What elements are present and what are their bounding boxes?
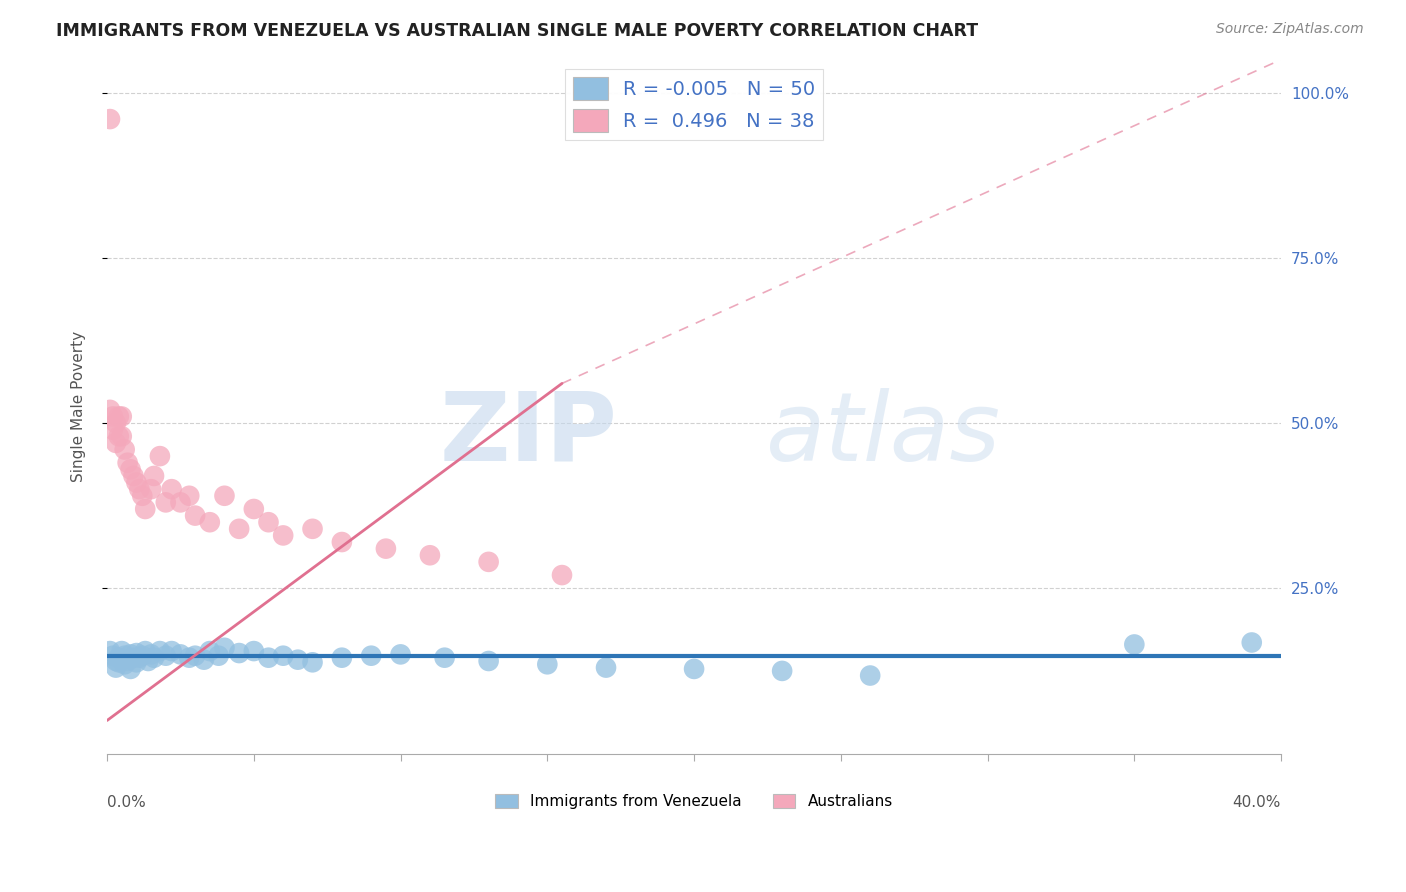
Point xyxy=(301,656,323,670)
Point xyxy=(389,648,412,662)
Point xyxy=(117,456,139,470)
Point xyxy=(104,436,127,450)
Point xyxy=(125,646,148,660)
Text: ZIP: ZIP xyxy=(440,388,617,481)
Point xyxy=(198,644,221,658)
Text: Source: ZipAtlas.com: Source: ZipAtlas.com xyxy=(1216,22,1364,37)
Point xyxy=(193,653,215,667)
Point xyxy=(169,648,191,662)
Point xyxy=(125,656,148,670)
Point xyxy=(111,644,134,658)
Point xyxy=(374,541,396,556)
Point xyxy=(257,515,280,529)
Point xyxy=(228,522,250,536)
Point xyxy=(1123,638,1146,652)
Point xyxy=(179,650,201,665)
Point xyxy=(114,442,136,457)
Point xyxy=(160,644,183,658)
Point xyxy=(271,528,294,542)
Point xyxy=(478,555,501,569)
Point xyxy=(257,650,280,665)
Point xyxy=(131,648,153,663)
Point xyxy=(128,482,150,496)
Point xyxy=(330,535,353,549)
Text: 40.0%: 40.0% xyxy=(1233,795,1281,810)
Point xyxy=(243,644,266,658)
Point xyxy=(419,548,441,562)
Text: 0.0%: 0.0% xyxy=(107,795,146,810)
Point xyxy=(1240,635,1263,649)
Point xyxy=(214,489,236,503)
Point xyxy=(104,416,127,430)
Point xyxy=(184,508,207,523)
Point xyxy=(139,482,162,496)
Point xyxy=(360,648,382,663)
Point xyxy=(143,650,166,665)
Point xyxy=(122,650,145,665)
Point xyxy=(108,429,131,443)
Point xyxy=(271,648,294,663)
Point xyxy=(111,653,134,667)
Legend: Immigrants from Venezuela, Australians: Immigrants from Venezuela, Australians xyxy=(489,788,898,815)
Y-axis label: Single Male Poverty: Single Male Poverty xyxy=(72,331,86,482)
Point xyxy=(155,648,177,663)
Point xyxy=(117,654,139,668)
Point xyxy=(98,644,121,658)
Point xyxy=(114,657,136,672)
Point xyxy=(108,650,131,665)
Point xyxy=(120,648,142,662)
Point xyxy=(108,409,131,424)
Point xyxy=(243,502,266,516)
Point xyxy=(136,654,159,668)
Point xyxy=(184,648,207,663)
Point xyxy=(114,648,136,663)
Point xyxy=(169,495,191,509)
Point xyxy=(301,522,323,536)
Point xyxy=(120,462,142,476)
Point xyxy=(214,640,236,655)
Point xyxy=(131,489,153,503)
Point xyxy=(198,515,221,529)
Point xyxy=(122,469,145,483)
Point xyxy=(770,664,793,678)
Point xyxy=(149,644,172,658)
Point xyxy=(101,423,124,437)
Point xyxy=(104,660,127,674)
Point xyxy=(478,654,501,668)
Point xyxy=(179,489,201,503)
Point xyxy=(120,662,142,676)
Point xyxy=(207,648,229,663)
Point xyxy=(330,650,353,665)
Point xyxy=(433,650,456,665)
Text: IMMIGRANTS FROM VENEZUELA VS AUSTRALIAN SINGLE MALE POVERTY CORRELATION CHART: IMMIGRANTS FROM VENEZUELA VS AUSTRALIAN … xyxy=(56,22,979,40)
Point xyxy=(98,112,121,126)
Point xyxy=(108,656,131,670)
Point xyxy=(595,660,617,674)
Point xyxy=(155,495,177,509)
Point xyxy=(111,409,134,424)
Text: atlas: atlas xyxy=(765,388,1000,481)
Point xyxy=(125,475,148,490)
Point xyxy=(101,648,124,663)
Point xyxy=(134,644,156,658)
Point xyxy=(228,646,250,660)
Point xyxy=(98,402,121,417)
Point xyxy=(536,657,558,672)
Point xyxy=(101,409,124,424)
Point xyxy=(683,662,706,676)
Point xyxy=(149,449,172,463)
Point xyxy=(143,469,166,483)
Point xyxy=(287,653,309,667)
Point xyxy=(111,429,134,443)
Point xyxy=(160,482,183,496)
Point xyxy=(859,668,882,682)
Point xyxy=(551,568,574,582)
Point xyxy=(134,502,156,516)
Point xyxy=(139,648,162,662)
Point xyxy=(104,654,127,668)
Point xyxy=(128,650,150,665)
